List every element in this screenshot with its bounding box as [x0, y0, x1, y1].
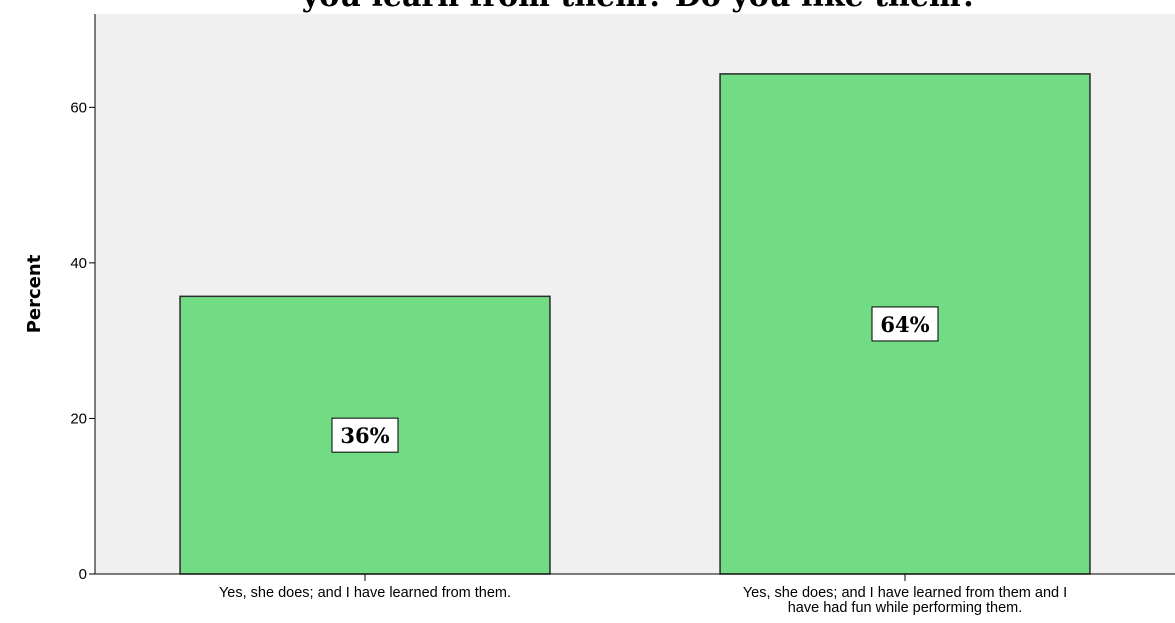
data-label-box — [331, 417, 399, 453]
y-axis-label: Percent — [24, 254, 45, 333]
chart-title: you learn from them? Do you like them? — [301, 0, 978, 14]
data-label-box — [871, 306, 939, 342]
y-axis: 0 20 40 60 — [70, 14, 96, 583]
x-tick-label: Yes, she does; and I have learned from t… — [743, 585, 1067, 616]
y-tick-label: 0 — [79, 566, 87, 583]
data-label: 36% — [340, 423, 389, 448]
y-tick-label: 40 — [70, 255, 87, 272]
x-axis: Yes, she does; and I have learned from t… — [95, 573, 1175, 616]
bars: 36% 64% — [179, 73, 1091, 575]
x-tick-label: Yes, she does; and I have learned from t… — [219, 585, 511, 601]
y-tick-label: 20 — [70, 410, 87, 427]
data-label: 64% — [880, 312, 929, 337]
y-tick-label: 60 — [70, 99, 87, 116]
